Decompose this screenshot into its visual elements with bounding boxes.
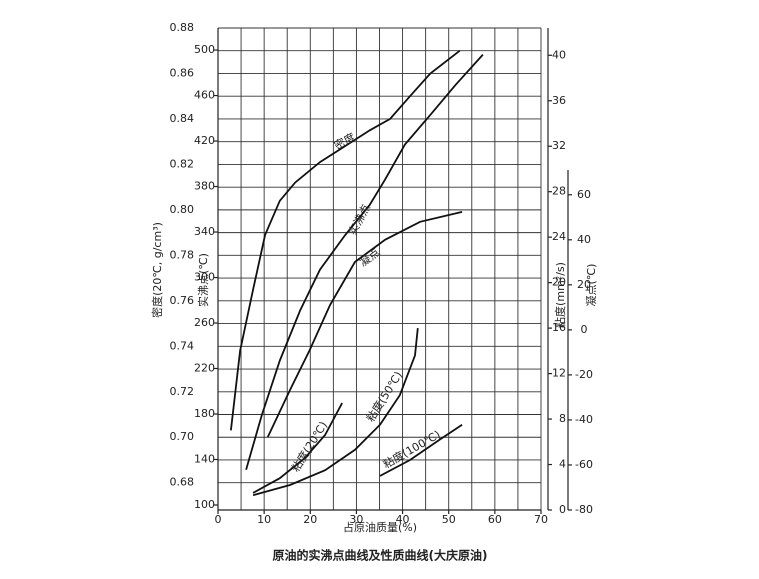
y-tick-label: 0.72 <box>170 385 195 398</box>
y4-tick-label: 20 <box>577 278 591 291</box>
y-tick-label: 0.88 <box>170 21 195 34</box>
x-tick-label: 50 <box>442 513 456 526</box>
y4-tick-label: 0 <box>581 323 588 336</box>
y-tick-label: 0.84 <box>170 112 195 125</box>
x-tick-label: 30 <box>349 513 363 526</box>
y3-tick-label: 8 <box>559 412 566 425</box>
curve <box>379 423 463 477</box>
y4-tick-label: 60 <box>577 188 591 201</box>
y-tick-label: 0.68 <box>170 476 195 489</box>
y4-tick-label: -60 <box>575 458 593 471</box>
y4-tick-label: -80 <box>575 503 593 516</box>
x-tick-label: 60 <box>488 513 502 526</box>
y3-tick-label: 4 <box>559 458 566 471</box>
y2-tick-label: 500 <box>194 43 215 56</box>
x-tick-label: 0 <box>215 513 222 526</box>
y-tick-label: 0.70 <box>170 430 195 443</box>
y-tick-label: 0.74 <box>170 339 195 352</box>
curve-label: 密度 <box>332 130 358 153</box>
y-tick-label: 0.86 <box>170 66 195 79</box>
curve-label: 实沸点 <box>345 202 373 238</box>
y-tick-label: 0.82 <box>170 157 195 170</box>
x-axis-label: 占原油质量(%) <box>343 520 417 534</box>
y3-tick-label: 28 <box>552 185 566 198</box>
y-axis-label: 密度(20℃, g/cm³) <box>150 222 164 318</box>
curve <box>245 53 484 470</box>
x-tick-label: 70 <box>534 513 548 526</box>
y2-tick-label: 140 <box>194 453 215 466</box>
y-tick-label: 0.76 <box>170 294 195 307</box>
y-tick-label: 0.78 <box>170 248 195 261</box>
curve <box>252 328 419 497</box>
y3-tick-label: 0 <box>559 503 566 516</box>
curve <box>266 211 463 438</box>
y2-tick-label: 180 <box>194 407 215 420</box>
y-tick-label: 0.80 <box>170 203 195 216</box>
y3-axis-label: 粘度(mm²/s) <box>553 262 567 328</box>
y4-tick-label: -40 <box>575 413 593 426</box>
y4-tick-label: -20 <box>575 368 593 381</box>
y3-tick-label: 40 <box>552 48 566 61</box>
y4-tick-label: 40 <box>577 233 591 246</box>
y2-tick-label: 100 <box>194 498 215 511</box>
y2-tick-label: 220 <box>194 362 215 375</box>
y2-tick-label: 380 <box>194 180 215 193</box>
y2-tick-label: 420 <box>194 134 215 147</box>
y2-tick-label: 300 <box>194 271 215 284</box>
chart-caption: 原油的实沸点曲线及性质曲线(大庆原油) <box>273 548 488 563</box>
y3-tick-label: 12 <box>552 367 566 380</box>
y3-tick-label: 36 <box>552 94 566 107</box>
y2-tick-label: 460 <box>194 89 215 102</box>
y2-tick-label: 260 <box>194 316 215 329</box>
y3-tick-label: 32 <box>552 139 566 152</box>
curve <box>230 49 461 431</box>
curve-label: 粘度(20℃) <box>288 419 330 475</box>
x-tick-label: 20 <box>303 513 317 526</box>
x-tick-label: 40 <box>396 513 410 526</box>
x-tick-label: 10 <box>257 513 271 526</box>
y3-tick-label: 20 <box>552 276 566 289</box>
y4-axis-label: 凝点(℃) <box>584 264 598 307</box>
curve-label: 粘度(100℃) <box>380 427 442 471</box>
y3-tick-label: 24 <box>552 230 566 243</box>
y2-tick-label: 340 <box>194 225 215 238</box>
y3-tick-label: 16 <box>552 321 566 334</box>
curve <box>252 402 343 494</box>
curve-label: 凝点 <box>356 245 382 270</box>
y2-axis-label: 实沸点(℃) <box>196 253 210 307</box>
